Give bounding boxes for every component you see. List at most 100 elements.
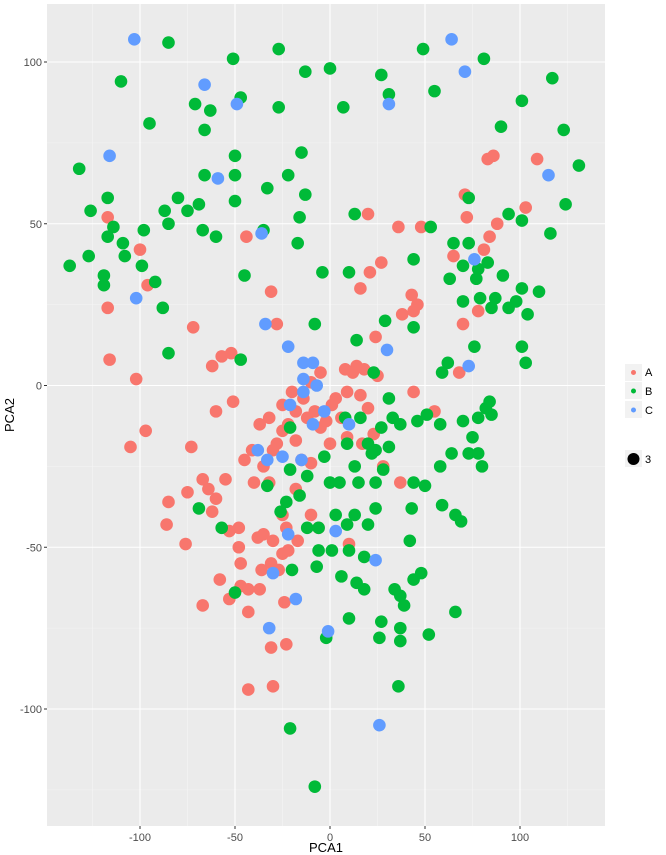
data-point-a (407, 385, 420, 399)
data-point-c (128, 33, 141, 46)
data-point-a (129, 372, 143, 386)
data-point-c (255, 227, 268, 240)
data-point-b (312, 544, 325, 557)
data-point-c (297, 372, 310, 386)
data-point-a (323, 437, 337, 451)
data-point-b (378, 314, 392, 328)
data-point-c (295, 453, 308, 467)
legend: A B C 3 (625, 364, 653, 467)
data-point-a (186, 320, 200, 334)
data-point-a (361, 401, 375, 415)
data-point-b (428, 84, 441, 98)
data-point-c (198, 78, 211, 91)
data-point-b (433, 460, 447, 473)
data-point-a (255, 563, 268, 577)
data-point-b (348, 207, 362, 221)
data-point-b (283, 463, 297, 476)
data-point-a (219, 473, 232, 486)
data-point-b (318, 450, 331, 463)
data-point-c (297, 356, 310, 370)
data-point-b (375, 421, 388, 434)
data-point-a (266, 680, 280, 693)
data-point-b (280, 495, 293, 509)
data-point-a (234, 557, 247, 570)
data-point-b (462, 447, 476, 460)
x-axis-title: PCA1 (309, 840, 343, 855)
data-point-b (234, 353, 247, 366)
data-point-c (281, 528, 295, 541)
data-point-b (424, 220, 438, 234)
data-point-b (392, 680, 405, 693)
data-point-b (293, 210, 306, 224)
data-point-c (380, 343, 394, 357)
data-point-b (435, 498, 449, 512)
data-point-b (295, 146, 308, 159)
data-point-b (329, 508, 343, 522)
data-point-a (363, 265, 377, 279)
data-point-c (289, 592, 303, 606)
data-point-b (188, 97, 202, 111)
data-point-b (107, 220, 120, 234)
data-point-b (323, 476, 337, 489)
data-point-a (179, 537, 192, 551)
data-point-a (139, 424, 152, 438)
data-point-b (325, 544, 339, 557)
data-point-b (116, 236, 130, 250)
data-point-c (261, 453, 274, 467)
data-point-b (261, 479, 274, 493)
data-point-a (226, 395, 240, 408)
data-point-b (375, 68, 388, 82)
data-point-b (456, 414, 470, 428)
data-point-c (310, 379, 324, 392)
data-point-b (181, 204, 194, 218)
data-point-b (475, 460, 489, 473)
data-point-a (280, 638, 293, 651)
data-point-b (291, 236, 305, 250)
data-point-a (308, 405, 322, 418)
data-point-c (373, 718, 386, 732)
data-point-a (264, 641, 278, 654)
legend-label-b: B (645, 386, 652, 398)
data-point-b (82, 249, 95, 263)
data-points (63, 33, 586, 793)
data-point-b (283, 421, 297, 434)
data-point-b (310, 560, 324, 573)
data-point-a (160, 518, 173, 531)
data-point-a (247, 476, 261, 489)
data-point-b (101, 230, 114, 243)
data-point-b (348, 508, 362, 522)
data-point-b (572, 159, 586, 172)
data-point-b (228, 194, 242, 208)
data-point-c (281, 340, 295, 353)
y-tick-label: 100 (24, 57, 42, 69)
legend-size-dot (627, 453, 640, 465)
data-point-b (485, 408, 498, 421)
data-point-a (101, 210, 114, 224)
data-point-b (468, 340, 481, 353)
data-point-c (458, 65, 472, 79)
data-point-a (490, 217, 504, 231)
data-point-b (473, 291, 487, 305)
data-point-b (447, 236, 460, 250)
data-point-c (445, 33, 458, 46)
data-point-b (300, 521, 314, 535)
data-point-b (209, 230, 223, 243)
data-point-c (211, 172, 225, 185)
data-point-a (262, 411, 276, 425)
data-point-b (135, 259, 149, 273)
data-point-c (329, 524, 343, 538)
data-point-b (502, 207, 515, 221)
data-point-b (449, 508, 462, 522)
data-point-b (228, 149, 242, 163)
data-point-b (466, 430, 479, 444)
data-point-a (278, 595, 291, 609)
data-point-a (270, 437, 284, 451)
data-point-b (405, 502, 419, 515)
data-point-b (557, 123, 570, 137)
data-point-b (559, 198, 572, 211)
data-point-b (494, 120, 508, 133)
data-point-b (403, 534, 417, 548)
data-point-b (198, 168, 211, 182)
data-point-b (261, 181, 274, 195)
data-point-b (283, 722, 297, 735)
